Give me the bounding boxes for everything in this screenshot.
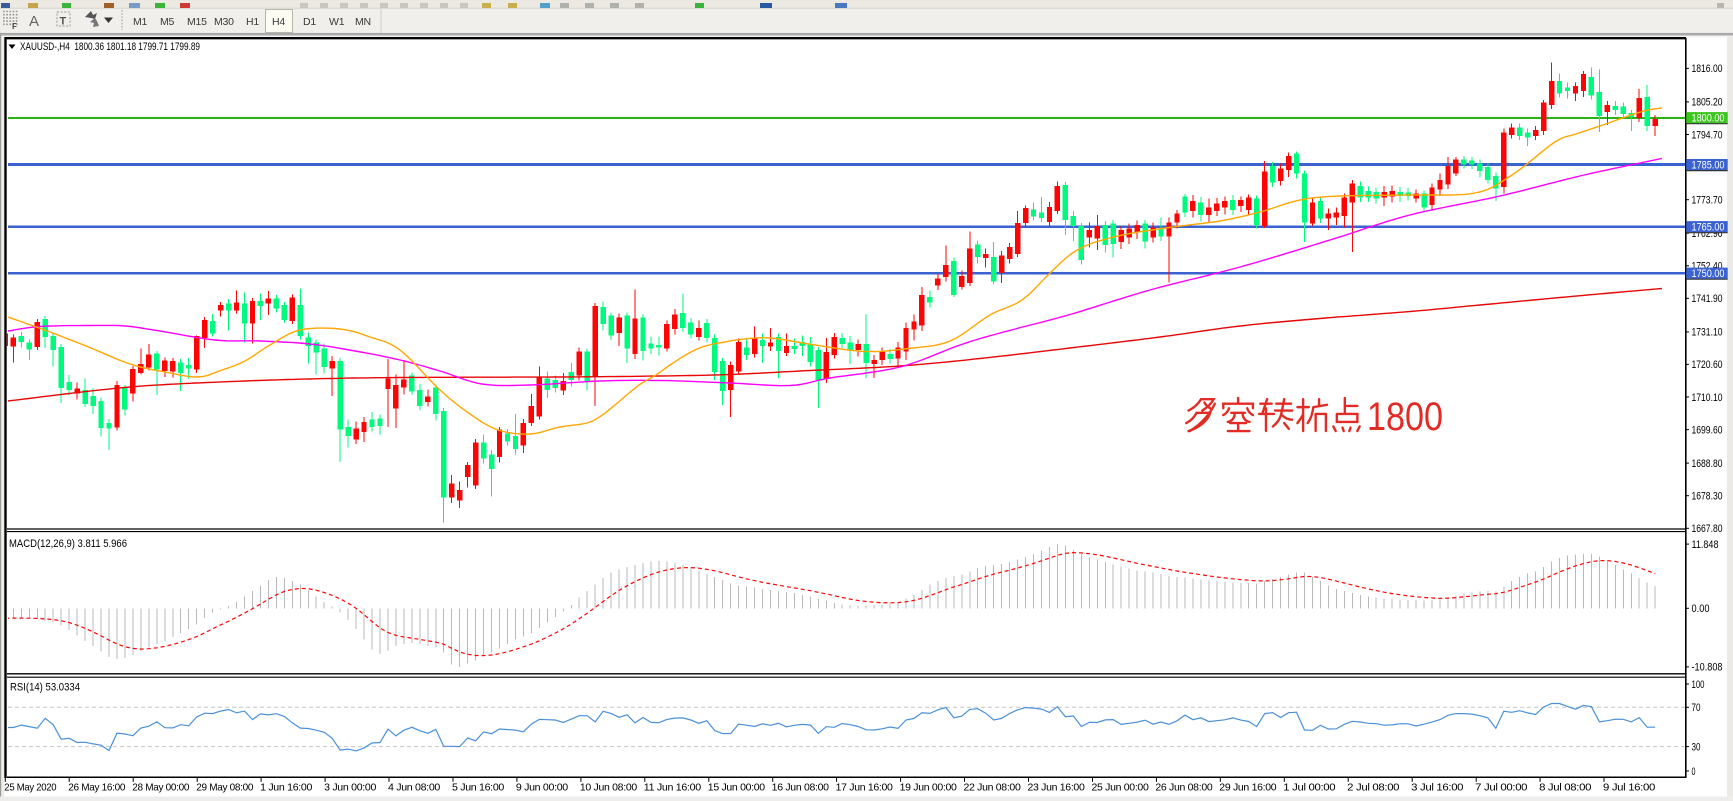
svg-text:1 Jun 16:00: 1 Jun 16:00	[260, 783, 313, 794]
svg-text:XAUUSD-,H4 1800.36 1801.18 17: XAUUSD-,H4 1800.36 1801.18 1799.71 1799.…	[20, 41, 200, 53]
svg-text:1805.20: 1805.20	[1692, 97, 1723, 109]
svg-text:26 Jun 08:00: 26 Jun 08:00	[1155, 783, 1213, 794]
svg-text:1773.70: 1773.70	[1692, 195, 1723, 207]
svg-text:3 Jun 00:00: 3 Jun 00:00	[324, 783, 377, 794]
svg-text:19 Jun 00:00: 19 Jun 00:00	[900, 783, 958, 794]
svg-text:26 May 16:00: 26 May 16:00	[68, 783, 125, 794]
svg-text:70: 70	[1692, 702, 1701, 714]
svg-text:8 Jul 08:00: 8 Jul 08:00	[1539, 783, 1592, 794]
svg-text:T: T	[60, 16, 67, 28]
svg-text:M5: M5	[160, 16, 175, 28]
svg-text:5 Jun 16:00: 5 Jun 16:00	[452, 783, 505, 794]
svg-text:A: A	[29, 13, 39, 30]
svg-text:1800: 1800	[1367, 395, 1443, 439]
svg-text:1816.00: 1816.00	[1692, 63, 1723, 75]
svg-text:3 Jul 16:00: 3 Jul 16:00	[1411, 783, 1464, 794]
svg-text:1794.70: 1794.70	[1692, 129, 1723, 141]
svg-text:M30: M30	[214, 16, 234, 28]
svg-text:1667.80: 1667.80	[1692, 523, 1723, 535]
svg-text:MACD(12,26,9) 3.811 5.966: MACD(12,26,9) 3.811 5.966	[9, 538, 127, 550]
svg-text:M1: M1	[133, 16, 148, 28]
svg-text:23 Jun 16:00: 23 Jun 16:00	[1028, 783, 1086, 794]
svg-text:W1: W1	[329, 16, 345, 28]
svg-text:25 Jun 00:00: 25 Jun 00:00	[1092, 783, 1150, 794]
svg-text:1688.80: 1688.80	[1692, 458, 1723, 470]
svg-text:H1: H1	[246, 16, 259, 28]
svg-text:1678.30: 1678.30	[1692, 491, 1723, 503]
svg-text:30: 30	[1692, 741, 1701, 753]
svg-text:2 Jul 08:00: 2 Jul 08:00	[1347, 783, 1400, 794]
svg-text:25 May 2020: 25 May 2020	[4, 783, 56, 794]
svg-text:10 Jun 08:00: 10 Jun 08:00	[580, 783, 638, 794]
svg-text:7 Jul 00:00: 7 Jul 00:00	[1475, 783, 1528, 794]
svg-text:11 Jun 16:00: 11 Jun 16:00	[644, 783, 702, 794]
svg-text:1699.60: 1699.60	[1692, 424, 1723, 436]
svg-text:16 Jun 08:00: 16 Jun 08:00	[772, 783, 830, 794]
svg-text:28 May 00:00: 28 May 00:00	[132, 783, 189, 794]
svg-text:11.848: 11.848	[1692, 539, 1719, 551]
svg-text:1741.90: 1741.90	[1692, 293, 1723, 305]
svg-text:1 Jul 00:00: 1 Jul 00:00	[1283, 783, 1336, 794]
svg-text:9 Jul 16:00: 9 Jul 16:00	[1603, 783, 1656, 794]
svg-text:100: 100	[1692, 679, 1705, 691]
svg-text:1731.10: 1731.10	[1692, 327, 1723, 339]
svg-text:15 Jun 00:00: 15 Jun 00:00	[708, 783, 766, 794]
svg-text:F: F	[12, 22, 17, 31]
svg-text:1800.00: 1800.00	[1692, 113, 1725, 125]
svg-text:1765.00: 1765.00	[1692, 222, 1725, 234]
svg-text:1710.10: 1710.10	[1692, 392, 1723, 404]
svg-text:4 Jun 08:00: 4 Jun 08:00	[388, 783, 441, 794]
svg-text:17 Jun 16:00: 17 Jun 16:00	[836, 783, 894, 794]
svg-text:1785.00: 1785.00	[1692, 160, 1725, 172]
svg-text:9 Jun 00:00: 9 Jun 00:00	[516, 783, 569, 794]
svg-text:22 Jun 08:00: 22 Jun 08:00	[964, 783, 1022, 794]
svg-text:0.00: 0.00	[1692, 603, 1710, 615]
svg-text:D1: D1	[303, 16, 316, 28]
svg-text:0: 0	[1692, 766, 1696, 778]
svg-text:RSI(14) 53.0334: RSI(14) 53.0334	[10, 682, 80, 694]
svg-text:M15: M15	[187, 16, 207, 28]
svg-text:H4: H4	[272, 16, 285, 28]
svg-text:MN: MN	[355, 16, 371, 28]
svg-text:-10.808: -10.808	[1692, 662, 1723, 674]
svg-text:29 May 08:00: 29 May 08:00	[196, 783, 253, 794]
svg-text:1720.60: 1720.60	[1692, 359, 1723, 371]
svg-text:29 Jun 16:00: 29 Jun 16:00	[1219, 783, 1277, 794]
svg-text:1750.00: 1750.00	[1692, 268, 1725, 280]
